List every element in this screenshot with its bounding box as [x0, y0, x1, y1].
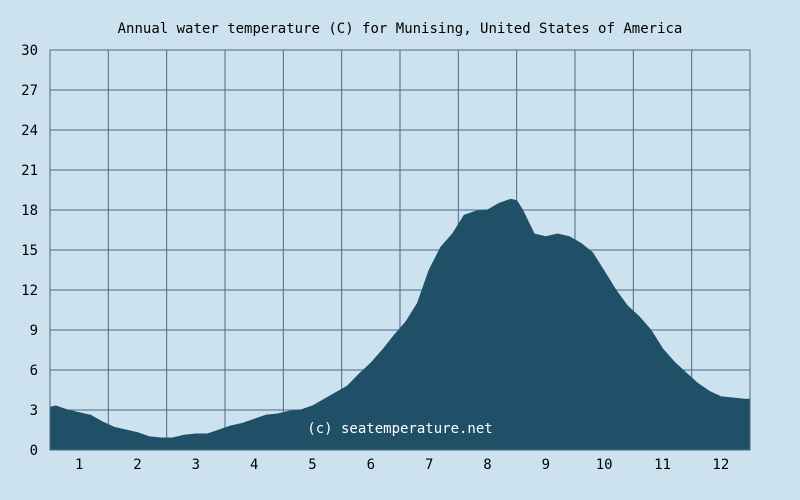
copyright-annotation: (c) seatemperature.net: [307, 421, 492, 437]
x-tick-label: 9: [542, 457, 550, 473]
plot-border: [49, 49, 751, 451]
x-tick-label: 3: [192, 457, 200, 473]
y-tick-label: 12: [21, 283, 38, 299]
y-tick-label: 27: [21, 83, 38, 99]
y-tick-label: 0: [30, 443, 38, 459]
chart-title: Annual water temperature (C) for Munisin…: [118, 21, 683, 37]
y-tick-label: 24: [21, 123, 38, 139]
x-tick-label: 1: [75, 457, 83, 473]
x-tick-label: 4: [250, 457, 258, 473]
y-tick-label: 3: [30, 403, 38, 419]
x-tick-label: 6: [367, 457, 375, 473]
x-tick-label: 8: [483, 457, 491, 473]
y-tick-label: 21: [21, 163, 38, 179]
x-tick-label: 10: [596, 457, 613, 473]
y-tick-label: 30: [21, 43, 38, 59]
y-tick-label: 15: [21, 243, 38, 259]
x-tick-label: 7: [425, 457, 433, 473]
x-tick-label: 5: [308, 457, 316, 473]
y-tick-label: 18: [21, 203, 38, 219]
x-tick-label: 11: [654, 457, 671, 473]
y-axis-ticks: 0 3 6 9 12 15 18 21 24 27 30: [21, 43, 38, 459]
x-tick-label: 2: [133, 457, 141, 473]
y-tick-label: 6: [30, 363, 38, 379]
temperature-area-series: [49, 198, 751, 451]
x-axis-ticks: 1 2 3 4 5 6 7 8 9 10 11 12: [75, 457, 729, 473]
x-tick-label: 12: [712, 457, 729, 473]
y-tick-label: 9: [30, 323, 38, 339]
